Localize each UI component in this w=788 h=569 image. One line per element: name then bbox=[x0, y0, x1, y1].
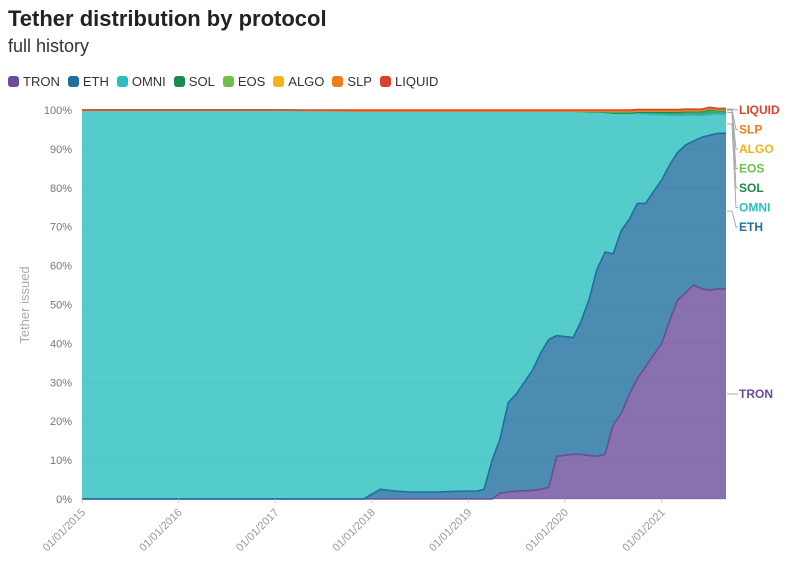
y-tick-label: 60% bbox=[50, 261, 72, 273]
area-tron bbox=[82, 285, 726, 499]
end-label-leader bbox=[727, 109, 738, 169]
end-label-leader bbox=[727, 123, 738, 208]
y-tick-label: 100% bbox=[44, 105, 72, 117]
legend-swatch bbox=[116, 75, 128, 87]
legend-item-algo: ALGO bbox=[273, 74, 324, 89]
x-axis-ticks: 01/01/2015 01/01/2016 01/01/2017 01/01/2018… bbox=[41, 499, 668, 554]
y-tick-label: 0% bbox=[56, 494, 72, 506]
y-tick-label: 50% bbox=[50, 300, 72, 312]
legend-item-omni: OMNI bbox=[116, 73, 166, 89]
x-tick-label: 01/01/2021 bbox=[620, 507, 667, 554]
area-omni bbox=[82, 110, 726, 499]
end-label-sol: SOL bbox=[739, 181, 764, 195]
end-label-eth: ETH bbox=[739, 220, 763, 234]
x-tick-label: 01/01/2019 bbox=[427, 507, 474, 554]
legend-label: SLP bbox=[347, 73, 372, 89]
y-tick-label: 90% bbox=[50, 144, 72, 156]
y-tick-label: 80% bbox=[50, 183, 72, 195]
legend-label: ALGO bbox=[288, 73, 325, 89]
end-label-slp: SLP bbox=[739, 123, 762, 137]
y-tick-label: 40% bbox=[50, 338, 72, 350]
x-tick-label: 01/01/2015 bbox=[41, 507, 88, 554]
legend-item-tron: TRON bbox=[8, 74, 60, 89]
y-axis-title: Tether issued bbox=[17, 266, 32, 343]
line-tron bbox=[82, 284, 726, 500]
end-label-leader bbox=[727, 112, 738, 189]
y-tick-label: 10% bbox=[50, 455, 72, 467]
y-tick-label: 20% bbox=[50, 416, 72, 428]
legend-label: SOL bbox=[188, 73, 215, 89]
legend-swatch bbox=[222, 75, 234, 87]
x-tick-label: 01/01/2018 bbox=[331, 507, 378, 554]
y-tick-label: 30% bbox=[50, 377, 72, 389]
legend-swatch bbox=[67, 75, 79, 87]
chart-subtitle: full history bbox=[8, 36, 90, 56]
end-label-liquid: LIQUID bbox=[739, 103, 780, 117]
legend-swatch bbox=[273, 75, 285, 87]
end-label-leader bbox=[727, 108, 738, 111]
area-series bbox=[82, 107, 726, 500]
legend-item-eos: EOS bbox=[222, 73, 266, 89]
x-tick-label: 01/01/2020 bbox=[524, 507, 571, 554]
legend-swatch bbox=[379, 75, 391, 87]
legend-swatch bbox=[8, 75, 19, 87]
line-liquid bbox=[82, 106, 726, 111]
legend-item-sol: SOL bbox=[173, 73, 215, 89]
legend-label: TRON bbox=[23, 73, 60, 89]
series-outlines bbox=[82, 106, 727, 500]
area-eth bbox=[82, 133, 726, 500]
x-tick-label: 01/01/2016 bbox=[137, 507, 184, 554]
legend-swatch bbox=[332, 75, 344, 87]
legend-label: OMNI bbox=[131, 73, 166, 89]
legend-swatch bbox=[173, 75, 185, 87]
y-axis-ticks: 0% 10% 20% 30% 40% 50% 60% 70% 80% 90% 100% bbox=[44, 105, 72, 506]
x-tick-label: 01/01/2017 bbox=[234, 507, 281, 554]
legend-label: EOS bbox=[237, 73, 266, 89]
end-label-tron: TRON bbox=[739, 387, 773, 401]
line-slp bbox=[82, 107, 726, 112]
legend-item-slp: SLP bbox=[332, 74, 372, 89]
end-label-omni: OMNI bbox=[739, 201, 770, 215]
chart-legend: TRON ETH OMNI SOL EOS ALGO SLP LIQUID bbox=[8, 72, 438, 90]
chart-title: Tether distribution by protocol bbox=[8, 6, 327, 31]
end-label-algo: ALGO bbox=[739, 142, 774, 156]
end-label-leader bbox=[727, 210, 738, 228]
end-labels: LIQUID SLP ALGO EOS SOL OMNI ETH TRON bbox=[727, 103, 780, 401]
legend-item-liquid: LIQUID bbox=[379, 73, 439, 89]
y-tick-label: 70% bbox=[50, 222, 72, 234]
legend-label: ETH bbox=[82, 73, 109, 89]
line-eth bbox=[82, 132, 726, 500]
legend-item-eth: ETH bbox=[67, 73, 109, 89]
legend-label: LIQUID bbox=[394, 73, 439, 89]
end-label-eos: EOS bbox=[739, 162, 764, 176]
